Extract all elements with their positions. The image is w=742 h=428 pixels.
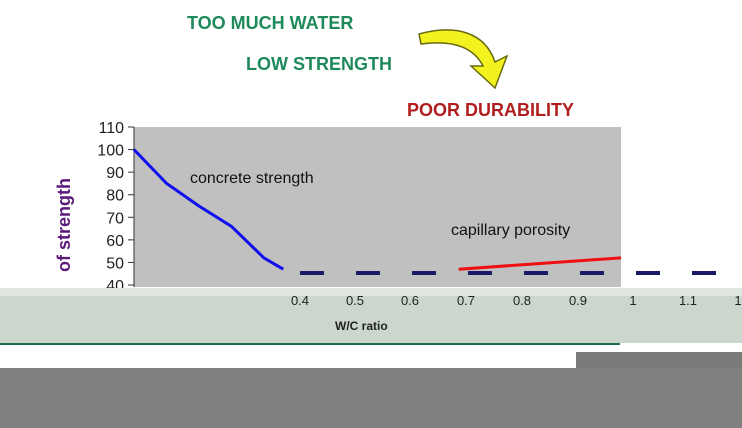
x-tick-label: 0.9 <box>569 293 587 308</box>
y-tick-label: 70 <box>106 210 124 227</box>
y-tick-label: 90 <box>106 165 124 182</box>
y-tick-label: 80 <box>106 188 124 205</box>
y-tick-label: 60 <box>106 233 124 250</box>
x-tick-label: 0.8 <box>513 293 531 308</box>
spacer-band <box>0 345 742 368</box>
dark-band-stub <box>576 352 742 368</box>
y-tick-label: 110 <box>98 120 124 137</box>
x-tick-label: 0.4 <box>291 293 309 308</box>
y-axis-label: of strength <box>54 178 74 272</box>
lower-band <box>0 288 742 343</box>
series-line-concrete-strength <box>132 148 285 271</box>
series-label-concrete-strength: concrete strength <box>190 170 314 187</box>
plot-area <box>134 127 621 287</box>
x-tick-label: 1 <box>629 293 636 308</box>
headline-too-much-water: TOO MUCH WATER <box>187 13 354 33</box>
x-ticks: 0.4 0.5 0.6 0.7 0.8 0.9 1 1.1 1 <box>291 293 742 308</box>
headline-poor-durability: POOR DURABILITY <box>407 100 575 120</box>
headline-low-strength: LOW STRENGTH <box>246 54 392 74</box>
x-tick-label: 1.1 <box>679 293 697 308</box>
x-tick-label: 1 <box>734 293 741 308</box>
x-tick-label: 0.5 <box>346 293 364 308</box>
x-axis-label: W/C ratio <box>335 319 388 333</box>
x-tick-label: 0.6 <box>401 293 419 308</box>
x-tick-label: 0.7 <box>457 293 475 308</box>
series-label-capillary-porosity: capillary porosity <box>451 222 570 239</box>
dark-band <box>0 368 742 428</box>
y-tick-label: 100 <box>97 143 124 160</box>
series-line-capillary-porosity <box>458 256 622 271</box>
y-tick-label: 50 <box>106 255 124 272</box>
curved-arrow-icon <box>418 29 509 90</box>
lower-band-top <box>0 288 742 296</box>
